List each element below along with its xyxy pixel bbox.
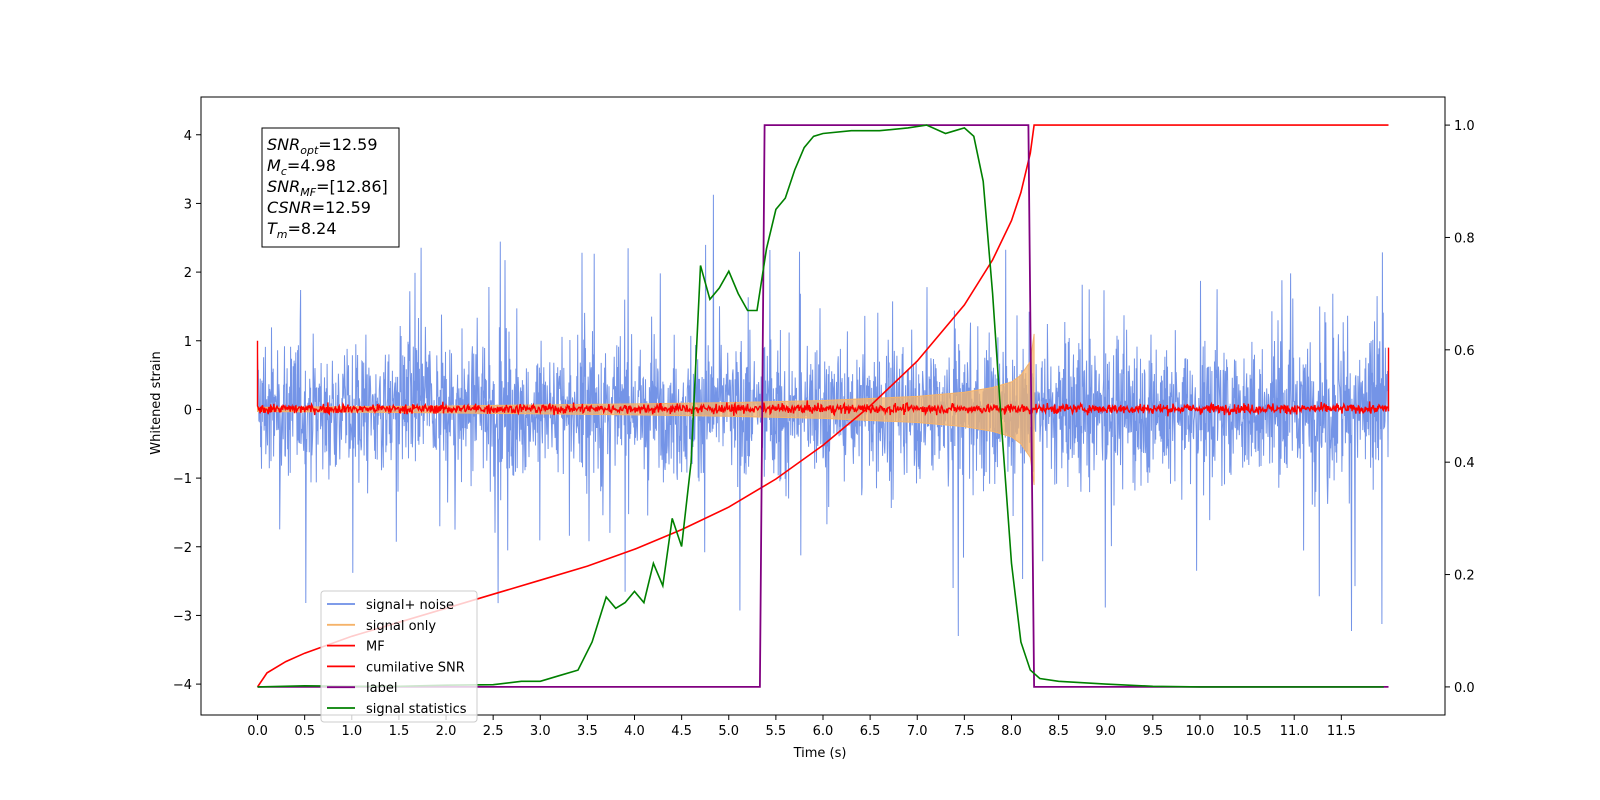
matched-filter-series xyxy=(256,340,1390,417)
x-tick-label: 1.5 xyxy=(389,724,410,739)
y-right-tick-label: 0.0 xyxy=(1454,681,1475,696)
annotation-symbol: CSNR xyxy=(267,198,312,217)
legend-label: MF xyxy=(366,640,385,655)
legend-label: cumilative SNR xyxy=(366,660,465,675)
x-tick-label: 10.0 xyxy=(1185,724,1214,739)
annotation-symbol: T xyxy=(267,219,278,238)
plot-series-group xyxy=(256,124,1390,688)
x-tick-label: 2.5 xyxy=(483,724,504,739)
signal-noise-series xyxy=(257,194,1389,637)
y-tick-label: 1 xyxy=(184,335,192,350)
annotation-symbol: M xyxy=(267,156,281,175)
x-tick-label: 8.0 xyxy=(1001,724,1022,739)
annotation-line: Mc=4.98 xyxy=(267,156,336,178)
plot-area xyxy=(256,124,1390,688)
legend-label: signal statistics xyxy=(366,702,467,717)
annotation-value: =12.59 xyxy=(318,135,377,154)
annotation-symbol: SNR xyxy=(267,135,300,154)
y-right-tick-label: 0.6 xyxy=(1454,344,1475,359)
y-right-tick-label: 0.2 xyxy=(1454,569,1475,584)
x-tick-label: 2.0 xyxy=(436,724,457,739)
x-tick-label: 6.0 xyxy=(813,724,834,739)
y-right-tick-label: 0.8 xyxy=(1454,231,1475,246)
legend-label: signal only xyxy=(366,619,436,634)
x-tick-label: 0.5 xyxy=(294,724,315,739)
annotation-line: Tm=8.24 xyxy=(267,219,337,241)
annotation-subscript: opt xyxy=(300,144,319,157)
legend-label: label xyxy=(366,681,397,696)
x-tick-label: 3.5 xyxy=(577,724,598,739)
x-tick-label: 11.0 xyxy=(1280,724,1309,739)
x-tick-label: 7.5 xyxy=(954,724,975,739)
annotation-frame xyxy=(261,127,400,248)
x-tick-label: 6.5 xyxy=(860,724,881,739)
x-tick-label: 5.5 xyxy=(766,724,787,739)
x-tick-label: 11.5 xyxy=(1327,724,1356,739)
annotation-subscript: c xyxy=(281,165,287,178)
x-tick-label: 5.0 xyxy=(718,724,739,739)
y-right-tick-label: 1.0 xyxy=(1454,119,1475,134)
x-tick-label: 7.0 xyxy=(907,724,928,739)
x-tick-label: 4.0 xyxy=(624,724,645,739)
x-tick-label: 3.0 xyxy=(530,724,551,739)
y-tick-label: 3 xyxy=(184,197,192,212)
y-tick-label: −1 xyxy=(173,472,192,487)
annotation-line: SNRMF=[12.86] xyxy=(267,177,388,199)
x-tick-label: 1.0 xyxy=(341,724,362,739)
x-tick-label: 0.0 xyxy=(247,724,268,739)
annotation-subscript: m xyxy=(277,228,288,241)
signal-statistics-series xyxy=(257,124,1384,688)
x-tick-label: 10.5 xyxy=(1233,724,1262,739)
annotation-value: =8.24 xyxy=(288,219,337,238)
y-right-tick-label: 0.4 xyxy=(1454,456,1475,471)
annotation-subscript: MF xyxy=(300,186,316,199)
legend: signal+ noise signal only MF cumilative SNR… xyxy=(320,590,478,723)
annotation-value: =[12.86] xyxy=(316,177,388,196)
metrics-annotation-box: SNRopt=12.59Mc=4.98SNRMF=[12.86]CSNR=12.… xyxy=(261,127,400,248)
x-tick-label: 9.5 xyxy=(1143,724,1164,739)
y-tick-label: −3 xyxy=(173,609,192,624)
y-tick-label: −2 xyxy=(173,541,192,556)
legend-frame xyxy=(320,590,478,723)
x-tick-label: 4.5 xyxy=(671,724,692,739)
annotation-value: =4.98 xyxy=(287,156,336,175)
y-axis-label: Whitened strain xyxy=(149,351,164,454)
y-tick-label: 0 xyxy=(184,403,192,418)
x-tick-label: 9.0 xyxy=(1095,724,1116,739)
annotation-value: =12.59 xyxy=(312,198,371,217)
x-tick-label: 8.5 xyxy=(1048,724,1069,739)
annotation-line: CSNR=12.59 xyxy=(267,198,371,217)
label-series xyxy=(257,124,1389,688)
x-axis-label: Time (s) xyxy=(793,746,847,761)
legend-label: signal+ noise xyxy=(366,598,454,613)
y-tick-label: −4 xyxy=(173,678,192,693)
y-tick-label: 2 xyxy=(184,266,192,281)
annotation-line: SNRopt=12.59 xyxy=(267,135,378,157)
axes: 0.0 0.5 1.0 1.5 2.0 2.5 3.0 3.5 4.0 4.5 5.0 5.5 6.0 6… xyxy=(173,96,1475,739)
y-tick-label: 4 xyxy=(184,129,192,144)
annotation-symbol: SNR xyxy=(267,177,300,196)
